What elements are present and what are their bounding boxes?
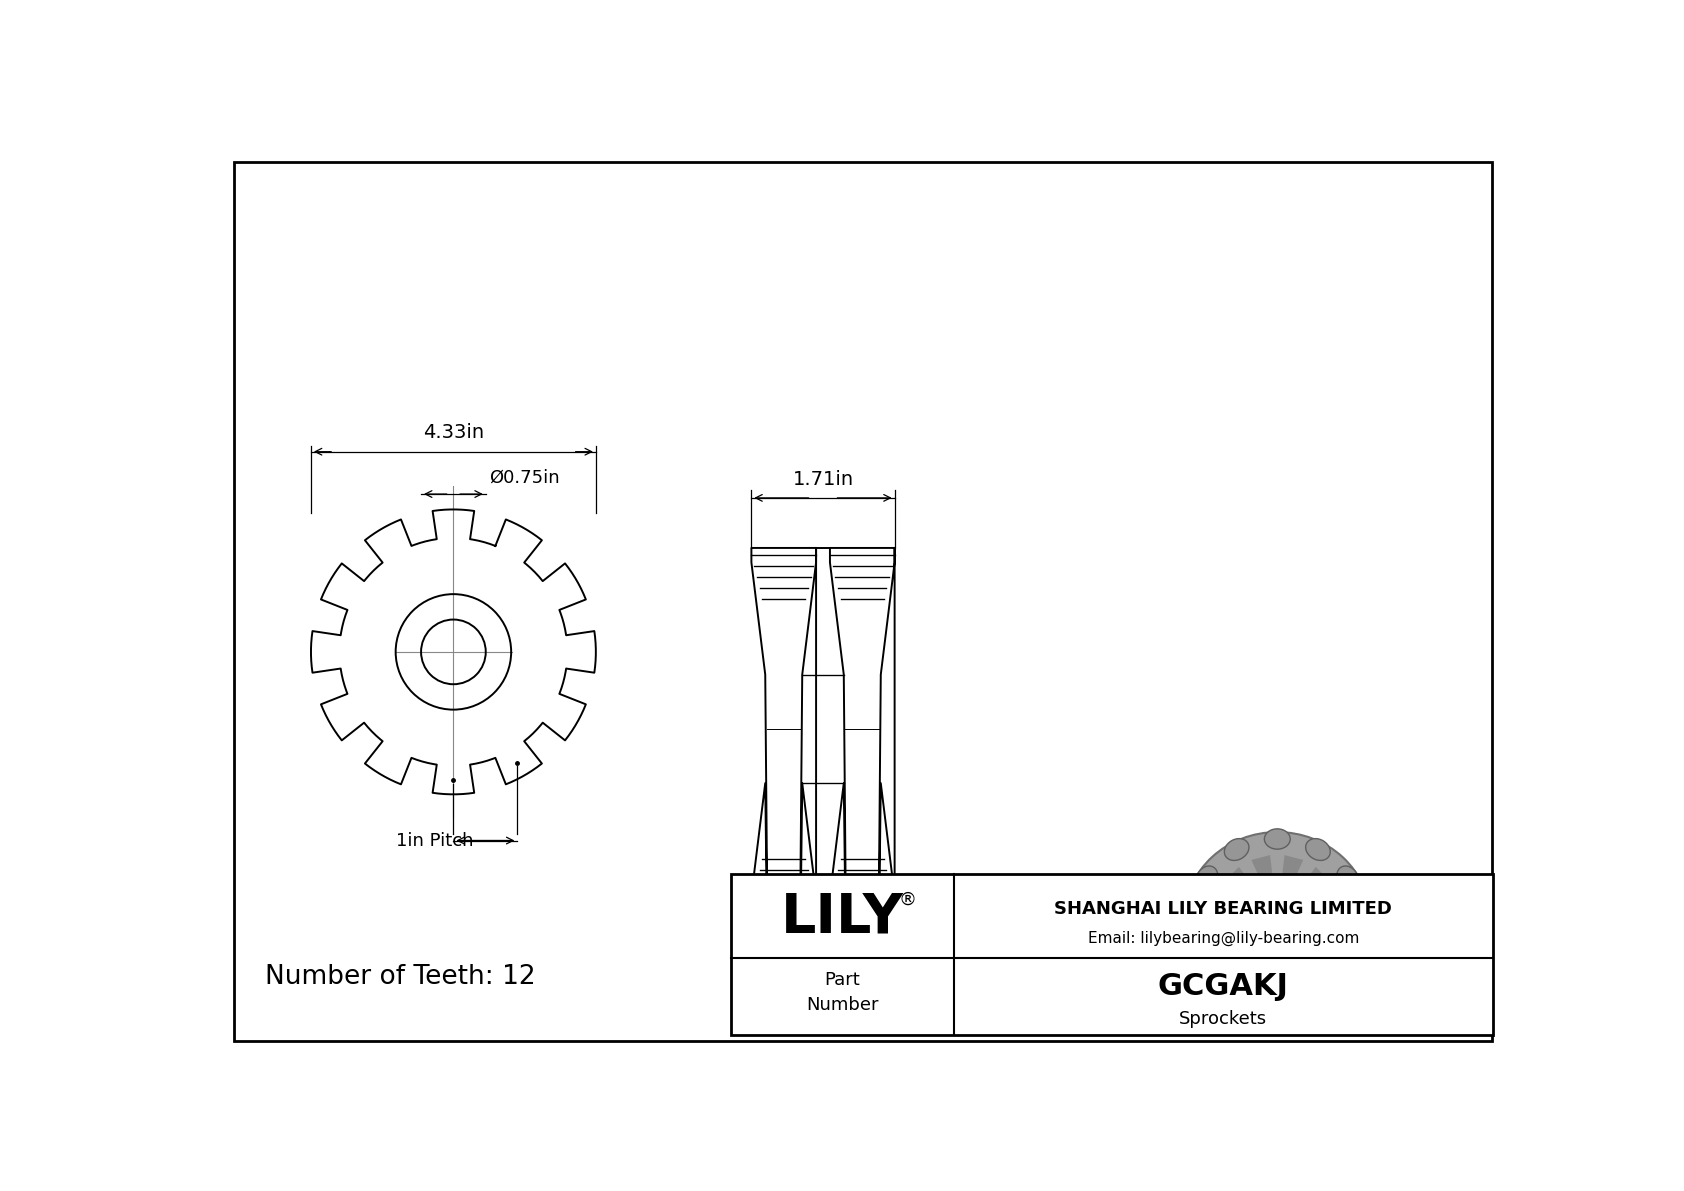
Ellipse shape xyxy=(1305,974,1330,997)
Polygon shape xyxy=(1251,855,1276,917)
Text: 1in Pitch: 1in Pitch xyxy=(396,831,473,849)
Ellipse shape xyxy=(1271,911,1298,934)
Polygon shape xyxy=(1276,917,1303,980)
Polygon shape xyxy=(1276,892,1342,917)
Polygon shape xyxy=(1212,917,1276,943)
Ellipse shape xyxy=(1265,986,1290,1006)
Text: SHANGHAI LILY BEARING LIMITED: SHANGHAI LILY BEARING LIMITED xyxy=(1054,900,1393,918)
Ellipse shape xyxy=(1337,866,1359,891)
Polygon shape xyxy=(1276,867,1329,917)
Ellipse shape xyxy=(1305,838,1330,860)
Polygon shape xyxy=(1276,855,1303,917)
Text: Ø0.75in: Ø0.75in xyxy=(490,468,561,486)
Ellipse shape xyxy=(1349,905,1369,930)
Ellipse shape xyxy=(1337,944,1359,969)
Ellipse shape xyxy=(1196,944,1218,969)
Ellipse shape xyxy=(1196,866,1218,891)
Polygon shape xyxy=(1251,917,1276,980)
Text: 1.71in: 1.71in xyxy=(793,469,854,488)
Ellipse shape xyxy=(1265,829,1290,849)
Ellipse shape xyxy=(1186,833,1369,1003)
Text: Number of Teeth: 12: Number of Teeth: 12 xyxy=(264,964,536,990)
Text: Email: lilybearing@lily-bearing.com: Email: lilybearing@lily-bearing.com xyxy=(1088,930,1359,946)
Text: 4.33in: 4.33in xyxy=(423,424,483,442)
Polygon shape xyxy=(1212,892,1276,917)
Text: Part
Number: Part Number xyxy=(807,971,879,1015)
Bar xyxy=(731,874,1494,1035)
Polygon shape xyxy=(1276,917,1329,968)
Polygon shape xyxy=(1226,917,1276,968)
Text: ®: ® xyxy=(899,891,916,909)
Text: Sprockets: Sprockets xyxy=(1179,1010,1268,1028)
Text: LILY: LILY xyxy=(781,891,904,944)
Ellipse shape xyxy=(1224,838,1250,860)
Polygon shape xyxy=(1226,867,1276,917)
Polygon shape xyxy=(1276,917,1342,943)
Text: GCGAKJ: GCGAKJ xyxy=(1159,972,1288,1002)
Bar xyxy=(731,874,1494,1035)
Ellipse shape xyxy=(1224,974,1250,997)
Ellipse shape xyxy=(1186,905,1206,930)
